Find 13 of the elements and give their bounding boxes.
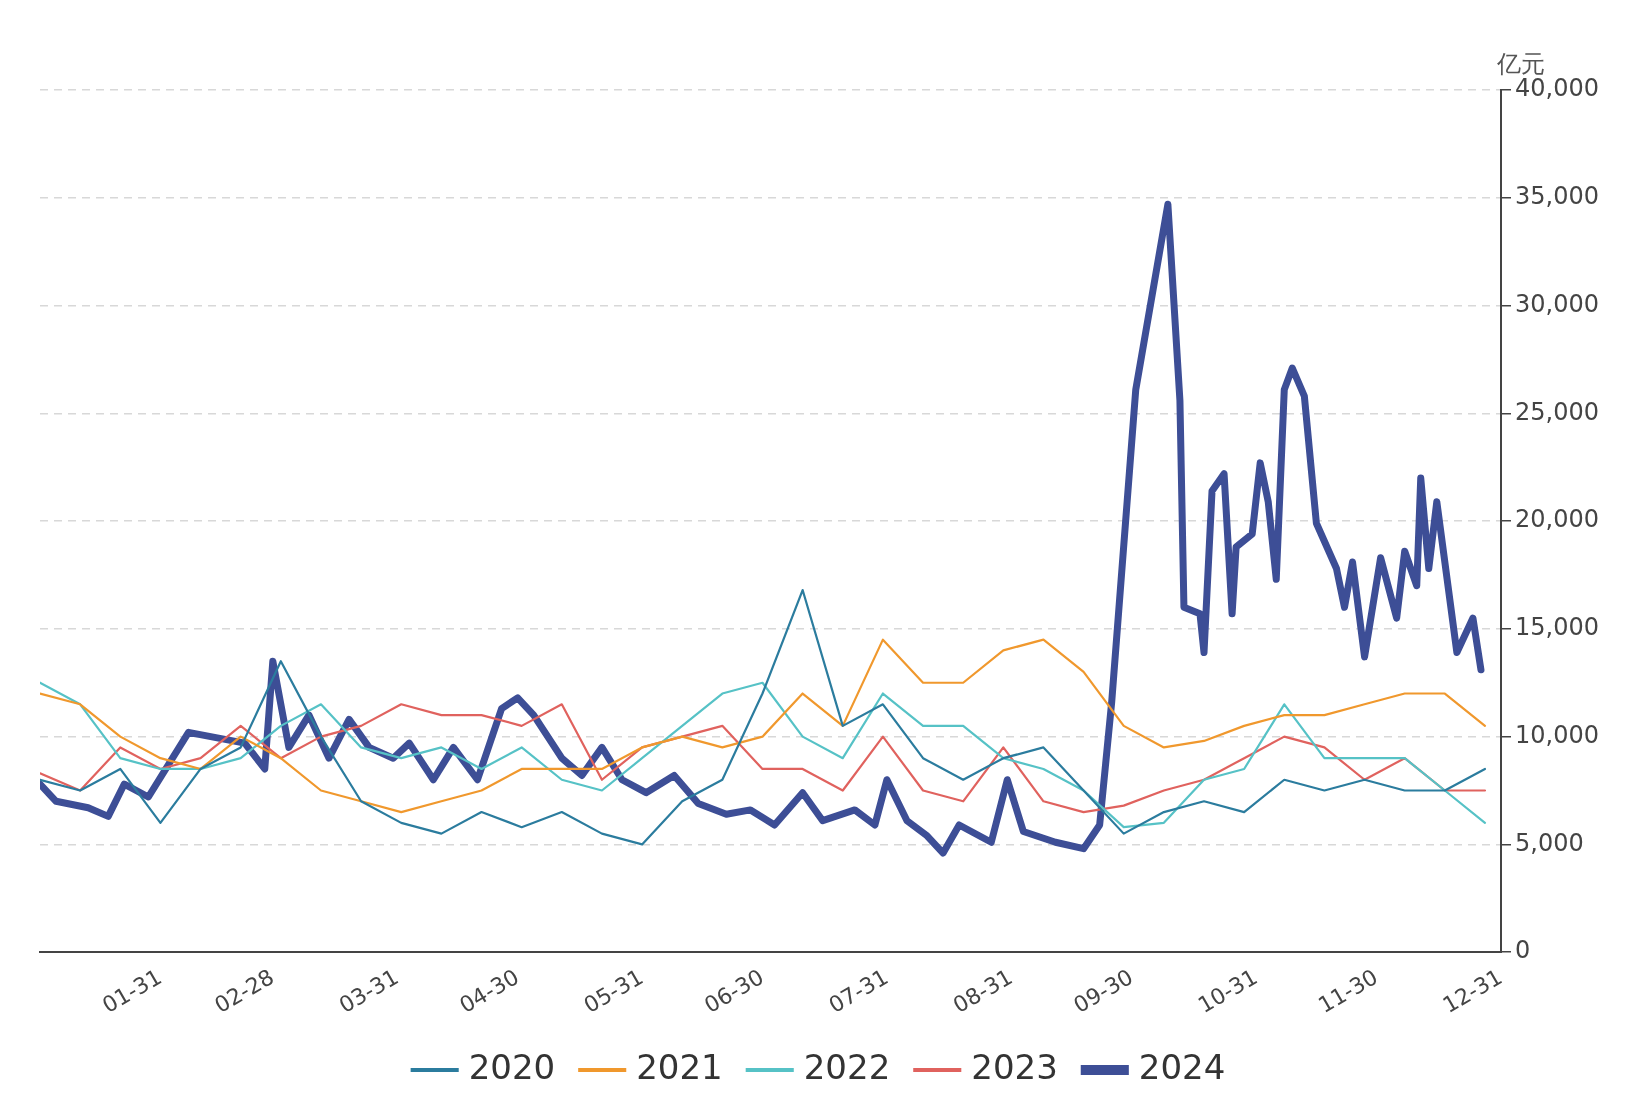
legend-label: 2022	[803, 1046, 891, 1087]
y-tick-label: 0	[1515, 936, 1531, 965]
y-tick-label: 20,000	[1515, 505, 1600, 534]
y-tick-label: 35,000	[1515, 182, 1600, 211]
y-tick-label: 30,000	[1515, 289, 1600, 318]
y-tick-label: 5,000	[1515, 828, 1584, 857]
y-tick-label: 10,000	[1515, 720, 1600, 749]
legend-label: 2023	[971, 1046, 1058, 1087]
legend-label: 2021	[636, 1046, 723, 1087]
y-tick-label: 25,000	[1515, 397, 1600, 426]
y-tick-label: 15,000	[1515, 613, 1600, 642]
legend-label: 2024	[1138, 1046, 1226, 1087]
legend-label: 2020	[468, 1046, 556, 1087]
